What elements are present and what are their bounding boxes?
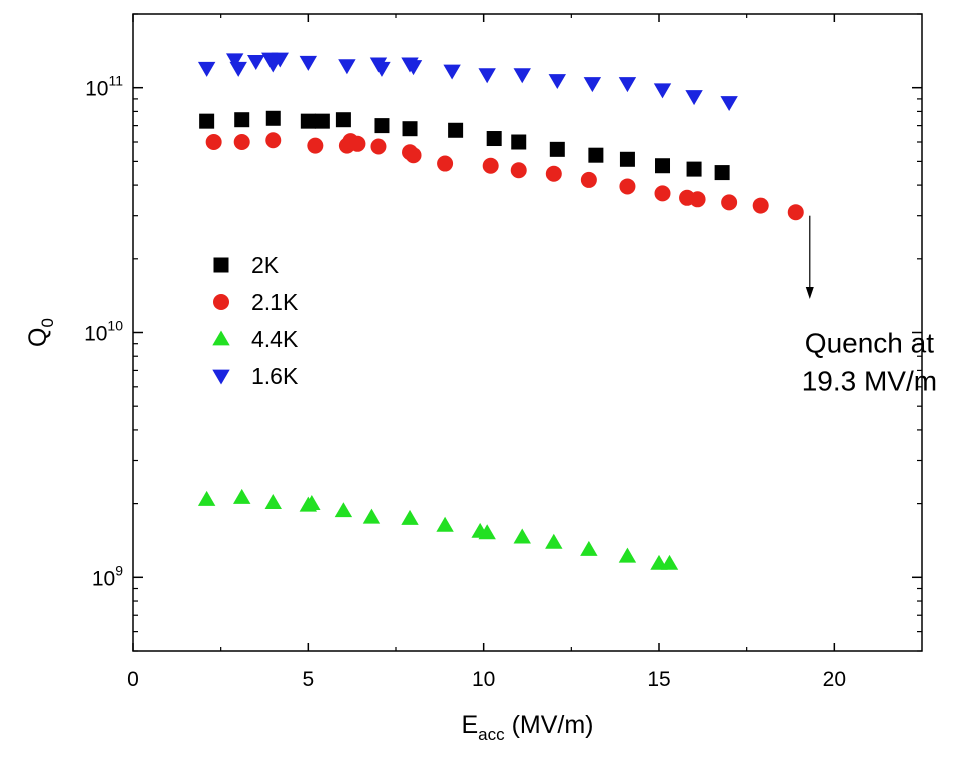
data-point: [335, 112, 351, 128]
series-4-4K: [197, 488, 679, 570]
data-point: [660, 554, 679, 570]
data-point: [653, 83, 672, 99]
data-point: [300, 113, 316, 129]
data-point: [549, 141, 565, 157]
data-point: [334, 502, 353, 518]
data-point: [405, 147, 422, 164]
data-point: [199, 113, 215, 129]
data-point: [197, 490, 216, 506]
data-point: [264, 494, 282, 509]
x-tick-label: 10: [472, 668, 495, 691]
plot-area: 0 5 10 15 20 109 1010 1011 Eacc (MV/m) Q0 2K 2.1K 4.…: [24, 13, 937, 744]
data-point: [374, 118, 390, 134]
data-point: [307, 137, 324, 154]
data-point: [448, 122, 464, 138]
legend-label: 1.6K: [251, 363, 299, 389]
data-point: [545, 533, 563, 549]
legend-marker: [212, 369, 230, 385]
data-point: [349, 135, 366, 152]
data-point: [370, 138, 387, 155]
data-point: [233, 488, 251, 504]
data-point: [402, 121, 418, 137]
data-point: [685, 90, 703, 106]
data-point: [265, 132, 282, 149]
data-point: [588, 147, 604, 163]
x-tick-label: 15: [647, 668, 670, 691]
data-point: [482, 157, 499, 174]
quench-annotation: 19.3 MV/m: [802, 365, 937, 396]
data-point: [787, 204, 804, 221]
data-point: [689, 191, 706, 208]
data-point: [338, 59, 356, 75]
data-point: [714, 165, 730, 181]
legend-marker: [212, 330, 230, 346]
data-point: [752, 197, 769, 214]
x-tick-label: 20: [823, 668, 846, 691]
data-point: [404, 60, 423, 76]
quench-annotation: Quench at: [805, 327, 934, 358]
legend-marker: [213, 294, 229, 310]
data-point: [686, 161, 702, 177]
legend-marker: [213, 257, 229, 273]
data-point: [510, 162, 527, 179]
legend-label: 4.4K: [251, 326, 299, 352]
data-point: [362, 508, 381, 524]
data-point: [720, 96, 738, 112]
y-tick-label: 1011: [85, 73, 123, 101]
data-point: [618, 77, 637, 93]
data-point: [225, 53, 244, 69]
data-point: [721, 194, 738, 211]
data-point: [478, 524, 496, 540]
data-point: [265, 110, 281, 126]
data-point: [443, 64, 461, 80]
data-point: [437, 155, 454, 172]
quench-arrow-head: [805, 286, 814, 299]
data-point: [401, 509, 419, 525]
data-point: [486, 131, 502, 147]
data-point: [233, 134, 250, 151]
data-point: [619, 178, 636, 195]
data-point: [548, 74, 567, 90]
data-point: [654, 185, 671, 202]
data-point: [583, 77, 602, 93]
y-tick-label: 109: [92, 562, 123, 590]
data-point: [655, 158, 671, 174]
data-point: [580, 540, 598, 556]
data-point: [271, 52, 289, 68]
data-point: [373, 61, 391, 77]
data-point: [247, 55, 265, 70]
data-point: [299, 55, 318, 71]
series-2K: [199, 110, 730, 181]
data-point: [229, 61, 247, 77]
legend-label: 2.1K: [251, 289, 299, 315]
data-point: [618, 547, 637, 563]
data-point: [234, 112, 250, 128]
data-point: [205, 134, 222, 151]
data-point: [513, 528, 531, 544]
data-point: [580, 171, 597, 188]
x-tick-label: 5: [302, 668, 314, 691]
data-point: [513, 68, 531, 84]
series-2-1K: [205, 132, 804, 221]
y-axis-label: Q0: [24, 318, 57, 347]
data-point: [511, 134, 527, 150]
data-point: [545, 165, 562, 182]
legend-label: 2K: [251, 252, 280, 278]
data-point: [197, 61, 216, 77]
data-point: [303, 495, 321, 511]
data-point: [478, 68, 496, 84]
data-point: [436, 516, 454, 532]
x-axis-label: Eacc (MV/m): [461, 711, 593, 744]
data-point: [619, 151, 635, 167]
y-tick-label: 1010: [84, 318, 123, 346]
legend: 2K 2.1K 4.4K 1.6K: [212, 252, 299, 389]
data-point: [314, 113, 330, 129]
series-1-6K: [197, 52, 738, 112]
x-tick-label: 0: [127, 668, 139, 691]
